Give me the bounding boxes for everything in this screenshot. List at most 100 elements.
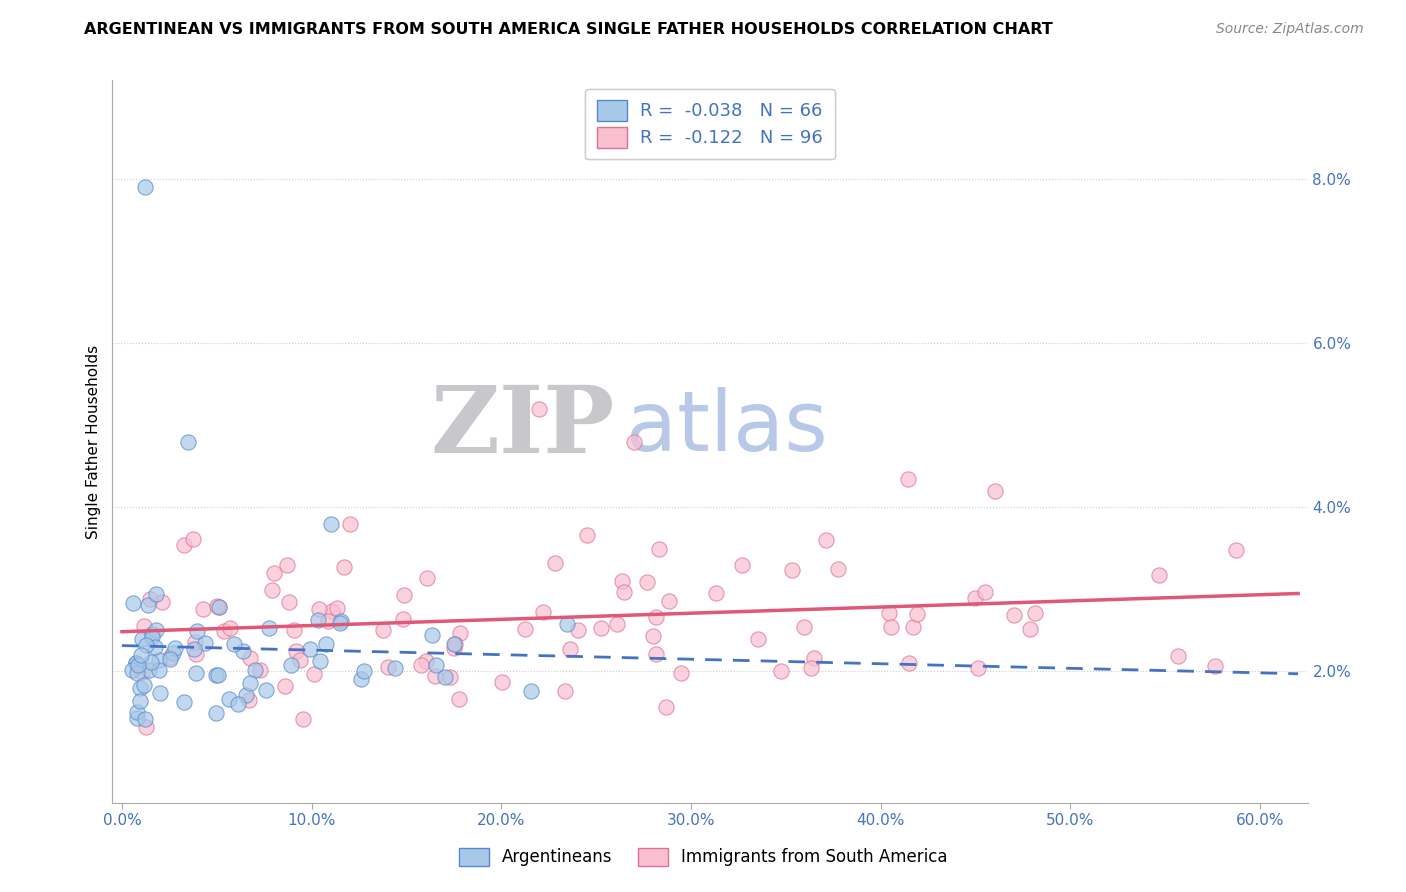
Point — [134, 180, 156, 194]
Point — [827, 562, 849, 576]
Point — [132, 619, 155, 633]
Point — [228, 697, 250, 711]
Point — [139, 592, 162, 607]
Point — [529, 401, 551, 416]
Point — [222, 637, 245, 651]
Point — [238, 693, 260, 707]
Point — [423, 669, 446, 683]
Point — [905, 607, 928, 621]
Point — [319, 516, 342, 531]
Point — [447, 692, 470, 706]
Point — [122, 596, 145, 610]
Point — [444, 637, 467, 651]
Point — [641, 629, 664, 643]
Point — [186, 665, 208, 680]
Text: ZIP: ZIP — [430, 382, 614, 472]
Point — [162, 646, 184, 660]
Point — [658, 594, 681, 608]
Point — [384, 660, 406, 674]
Point — [879, 620, 901, 634]
Point — [339, 516, 361, 531]
Point — [186, 624, 208, 638]
Point — [232, 644, 254, 658]
Point — [263, 566, 285, 580]
Point — [125, 666, 148, 681]
Point — [307, 613, 329, 627]
Point — [416, 571, 439, 585]
Point — [150, 595, 173, 609]
Point — [280, 658, 302, 673]
Point — [901, 620, 924, 634]
Point — [1147, 568, 1170, 582]
Point — [963, 591, 986, 605]
Point — [205, 706, 228, 720]
Point — [350, 672, 373, 686]
Point — [135, 638, 157, 652]
Point — [377, 660, 399, 674]
Point — [159, 649, 181, 664]
Point — [671, 665, 693, 680]
Point — [326, 600, 349, 615]
Point — [434, 670, 457, 684]
Point — [125, 705, 148, 719]
Point — [316, 614, 339, 628]
Text: ARGENTINEAN VS IMMIGRANTS FROM SOUTH AMERICA SINGLE FATHER HOUSEHOLDS CORRELATIO: ARGENTINEAN VS IMMIGRANTS FROM SOUTH AME… — [84, 22, 1053, 37]
Point — [249, 663, 271, 677]
Point — [443, 641, 465, 656]
Point — [449, 625, 471, 640]
Point — [173, 538, 195, 552]
Point — [257, 621, 280, 635]
Point — [184, 647, 207, 661]
Point — [132, 678, 155, 692]
Point — [411, 658, 433, 673]
Point — [780, 563, 803, 577]
Point — [204, 667, 226, 681]
Point — [554, 684, 576, 698]
Point — [256, 682, 278, 697]
Point — [730, 558, 752, 572]
Point — [1019, 622, 1042, 636]
Point — [184, 634, 207, 648]
Point — [606, 617, 628, 632]
Point — [1002, 607, 1025, 622]
Point — [292, 713, 315, 727]
Point — [371, 623, 394, 637]
Point — [183, 641, 205, 656]
Point — [769, 664, 792, 678]
Point — [134, 712, 156, 726]
Point — [623, 434, 645, 449]
Point — [284, 644, 307, 658]
Point — [612, 574, 634, 589]
Point — [127, 711, 149, 725]
Point — [129, 681, 152, 696]
Point — [558, 642, 581, 657]
Point — [141, 626, 163, 640]
Point — [439, 670, 461, 684]
Point — [877, 606, 900, 620]
Point — [129, 648, 152, 663]
Point — [302, 666, 325, 681]
Point — [814, 533, 837, 547]
Point — [555, 617, 578, 632]
Point — [205, 599, 228, 613]
Point — [135, 721, 157, 735]
Point — [353, 664, 375, 678]
Point — [207, 667, 229, 681]
Point — [648, 541, 671, 556]
Point — [1204, 659, 1226, 673]
Point — [145, 587, 167, 601]
Point — [274, 679, 297, 693]
Point — [191, 601, 214, 615]
Point — [420, 628, 443, 642]
Point — [208, 600, 231, 615]
Point — [793, 620, 815, 634]
Point — [425, 657, 447, 672]
Point — [159, 652, 181, 666]
Point — [235, 688, 257, 702]
Point — [239, 651, 262, 665]
Point — [800, 661, 823, 675]
Point — [567, 624, 589, 638]
Point — [531, 606, 554, 620]
Point — [283, 623, 305, 637]
Point — [128, 694, 150, 708]
